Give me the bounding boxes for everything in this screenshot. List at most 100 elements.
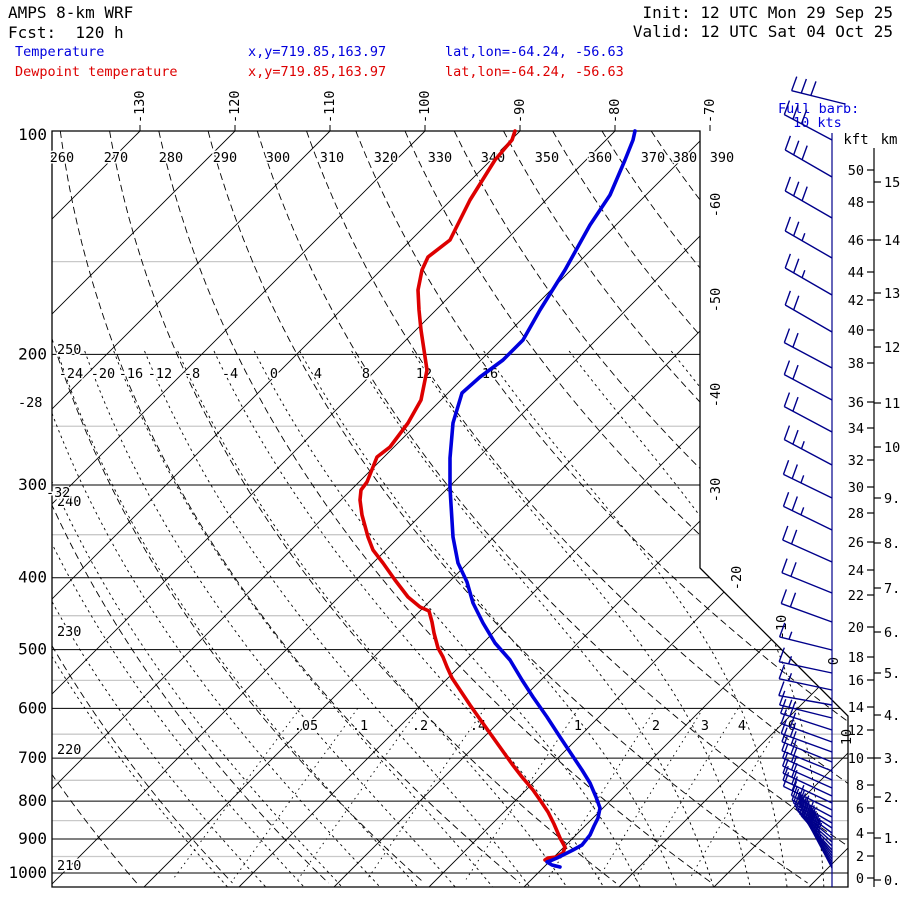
barb-half-tick — [801, 232, 806, 241]
barb-tick — [781, 558, 788, 574]
barb-tick — [784, 176, 792, 192]
dry-adiabat — [256, 131, 848, 884]
grid-labels: 260 270 280 290 300 310 320 330 3 4 0 350 360 370 380 3… — [17, 149, 798, 876]
barb-tick — [800, 78, 808, 94]
barb-half-tick — [800, 475, 805, 484]
moist-adiabat — [52, 350, 348, 887]
moist-adiabat — [52, 350, 272, 887]
isotherm-line — [52, 131, 236, 887]
barb-tick — [794, 791, 801, 807]
barb-tick — [779, 698, 787, 714]
wind-barb — [780, 712, 833, 731]
barb-tick — [804, 804, 811, 820]
wind-barb — [783, 505, 833, 531]
barb-tick — [792, 104, 799, 120]
wind-barb — [782, 772, 833, 797]
dry-adiabat — [109, 131, 617, 884]
barb-tick — [792, 221, 800, 237]
barb-half-tick — [817, 834, 822, 843]
temperature-latlon: lat,lon=-64.24, -56.63 — [445, 44, 624, 60]
moist-adiabat — [52, 350, 233, 887]
barb-tick — [806, 808, 814, 824]
mixing-ratio-label: 2 — [652, 718, 660, 734]
mixing-ratio-line — [634, 708, 739, 880]
barb-tick — [791, 785, 798, 801]
theta-label: 260 — [50, 150, 74, 166]
pressure-tick-label: 600 — [18, 698, 47, 717]
km-tick-label: 9. — [884, 491, 900, 507]
moist-adiabat-label: -20 — [91, 366, 115, 382]
kft-tick-label: 28 — [848, 506, 864, 522]
pressure-tick-label: 100 — [18, 125, 47, 144]
barb-half-tick — [801, 269, 806, 278]
km-tick-label: 7. — [884, 581, 900, 597]
moist-adiabat — [56, 350, 423, 887]
barb-tick — [782, 459, 790, 475]
kft-tick-label: 0 — [856, 871, 864, 887]
top-isotherm-label: -70 — [702, 99, 718, 123]
isotherm-line — [143, 131, 848, 887]
wind-barb — [784, 149, 833, 178]
wind-barb — [782, 539, 833, 563]
dewpoint-curve — [358, 129, 567, 862]
dry-adiabat — [158, 131, 712, 884]
barb-tick — [778, 647, 785, 663]
pressure-tick-label: 900 — [18, 829, 47, 848]
right-isotherm-label: 10 — [839, 729, 855, 745]
dry-adiabat — [355, 131, 848, 884]
barb-tick — [792, 295, 800, 311]
barb-tick — [790, 529, 798, 545]
wind-barb — [782, 757, 833, 781]
moist-adiabat — [351, 350, 716, 887]
right-isotherm-label: -20 — [729, 566, 745, 590]
moist-adiabat — [144, 350, 535, 887]
moist-adiabat — [253, 350, 644, 887]
mixing-ratio-label: 6 — [788, 718, 796, 734]
isotherm-line — [713, 131, 848, 887]
model-title: AMPS 8-km WRF — [8, 3, 134, 22]
barb-tick — [790, 76, 798, 91]
barb-tick — [806, 807, 813, 823]
barb-tick — [790, 781, 798, 796]
kft-tick-label: 6 — [856, 801, 864, 817]
theta-label: 300 — [266, 150, 290, 166]
right-isotherm-label: -60 — [708, 193, 724, 217]
theta-label: 310 — [320, 150, 344, 166]
right-isotherm-label: -40 — [708, 383, 724, 407]
mixing-ratio-label: 4 — [738, 718, 746, 734]
theta-label: 290 — [213, 150, 237, 166]
barb-tick — [783, 360, 791, 375]
barb-half-tick — [788, 699, 793, 708]
theta-label: 280 — [159, 150, 183, 166]
theta-label: 350 — [535, 150, 559, 166]
moist-adiabat — [52, 350, 386, 887]
barb-tick — [784, 253, 792, 269]
km-tick-label: 3. — [884, 751, 900, 767]
barb-tick — [791, 776, 798, 791]
wind-barb — [783, 439, 833, 466]
barb-tick — [791, 769, 798, 785]
barb-tick — [792, 140, 800, 156]
mixing-ratio-line — [689, 708, 790, 880]
moist-adiabat-label: -12 — [148, 366, 172, 382]
mixing-ratio-label: .2 — [412, 718, 428, 734]
wind-barb — [781, 732, 833, 753]
barb-tick — [792, 788, 800, 804]
barb-tick — [792, 181, 800, 197]
temperature-curve — [448, 129, 637, 869]
kft-tick-label: 36 — [848, 395, 864, 411]
isotherm-line — [52, 131, 331, 887]
barb-tick — [789, 712, 797, 728]
moist-adiabat — [52, 350, 310, 887]
barb-tick — [783, 392, 791, 407]
barb-tick — [778, 690, 786, 706]
dry-adiabat — [207, 131, 808, 884]
theta-label: 360 — [588, 150, 612, 166]
dry-adiabat — [503, 131, 848, 884]
right-isotherm-label: -10 — [774, 615, 790, 639]
moist-adiabat-left-label: -32 — [46, 485, 70, 501]
wind-barb — [783, 406, 833, 433]
barb-tick — [789, 592, 797, 608]
barb-tick — [778, 664, 785, 680]
